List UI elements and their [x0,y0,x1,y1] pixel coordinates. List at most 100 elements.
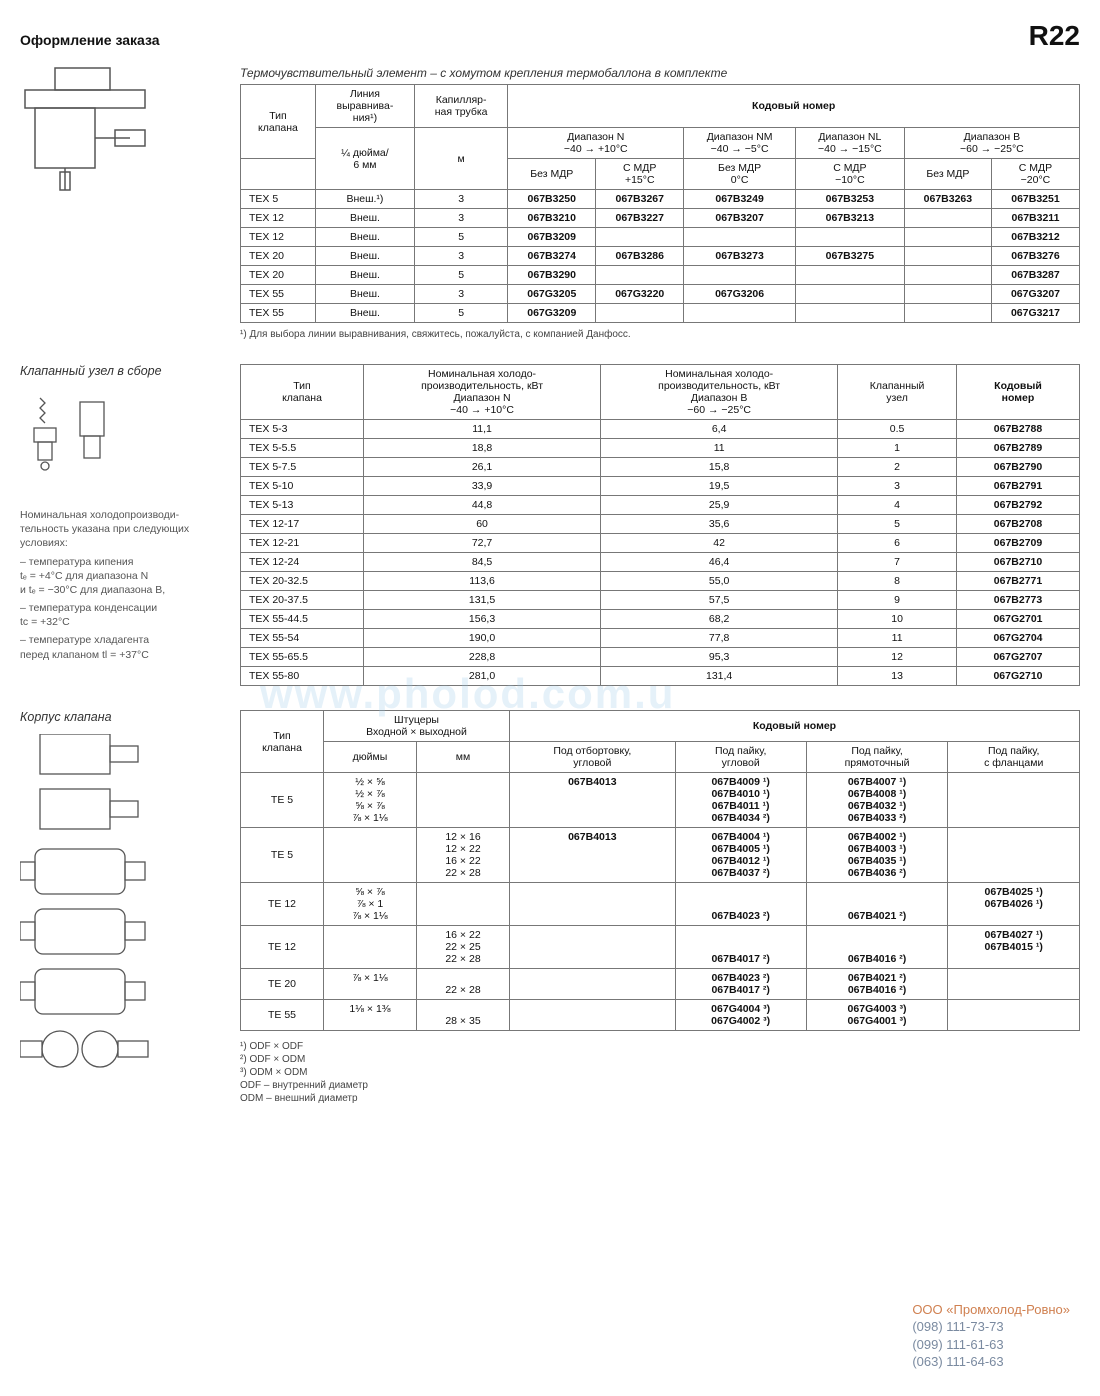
table-row: TEX 12-2484,546,47067B2710 [241,553,1080,572]
table-cell: 25,9 [601,496,838,515]
table-row: TEX 20Внеш.5067B3290067B3287 [241,266,1080,285]
fn-1: ¹) ODF × ODF [240,1041,1080,1052]
table-cell: 067B2791 [957,477,1080,496]
table-row: TEX 20-32.5113,655,08067B2771 [241,572,1080,591]
table-cell [596,304,684,323]
table-cell: 067B2790 [957,458,1080,477]
table-cell: TE 20 [241,969,324,1000]
table-cell: 067G4003 ³) 067G4001 ³) [806,1000,948,1031]
table-cell: 19,5 [601,477,838,496]
table-cell: 9 [838,591,957,610]
table-cell: TEX 5-5.5 [241,439,364,458]
table-cell: TEX 20-32.5 [241,572,364,591]
section-1: Термочувствительный элемент – с хомутом … [20,60,1080,340]
table-row: TE 512 × 16 12 × 22 16 × 22 22 × 28067B4… [241,828,1080,883]
table-cell: 18,8 [364,439,601,458]
table-cell: 067B4023 ²) [675,883,806,926]
table-row: TEX 5-1344,825,94067B2792 [241,496,1080,515]
table-cell: TE 12 [241,883,324,926]
table-cell: ½ × ⅝ ½ × ⅞ ⅝ × ⅞ ⅞ × 1⅛ [324,773,417,828]
table-cell: ⅝ × ⅞ ⅞ × 1 ⅞ × 1⅛ [324,883,417,926]
table-cell [904,304,991,323]
table-cell: 067G4004 ³) 067G4002 ³) [675,1000,806,1031]
table-row: TE 1216 × 22 22 × 25 22 × 28 067B4017 ²)… [241,926,1080,969]
table-cell: 8 [838,572,957,591]
t1-h-bez0: Без МДР 0°C [684,159,796,190]
contact-block: ООО «Промхолод-Ровно» (098) 111-73-73 (0… [912,1301,1070,1371]
t2-h-n: Номинальная холодо- производительность, … [364,365,601,420]
table-cell: 067B4007 ¹) 067B4008 ¹) 067B4032 ¹) 067B… [806,773,948,828]
table-cell: Внеш. [315,209,414,228]
section-2-content: Тип клапана Номинальная холодо- производ… [240,364,1080,686]
fn-3: ³) ODM × ODM [240,1067,1080,1078]
section-1-diagram-col [20,60,220,340]
t3-h-in: дюймы [324,742,417,773]
table-cell: 5 [414,266,507,285]
t3-h-fit: Штуцеры Входной × выходной [324,711,510,742]
table-cell: TEX 12 [241,228,316,247]
table-cell: 067B3249 [684,190,796,209]
t1-h-mdr10: С МДР −10°C [795,159,904,190]
table-cell [684,228,796,247]
table-cell: 156,3 [364,610,601,629]
t2-h-uzel: Клапанный узел [838,365,957,420]
table-cell: TEX 12-24 [241,553,364,572]
table-cell: 57,5 [601,591,838,610]
table-cell: 067B4002 ¹) 067B4003 ¹) 067B4035 ¹) 067B… [806,828,948,883]
table-cell: 067B2710 [957,553,1080,572]
t3-h-mm: мм [417,742,510,773]
table-row: TEX 55-80281,0131,413067G2710 [241,667,1080,686]
table-cell: 11,1 [364,420,601,439]
table-cell [510,1000,676,1031]
table-cell: ⅞ × 1⅛ [324,969,417,1000]
note-4: – температуре хладагента перед клапаном … [20,633,220,661]
table-cell: 067G3220 [596,285,684,304]
table-cell: 067G3209 [508,304,596,323]
table-cell: Внеш. [315,266,414,285]
t1-h-rn: Диапазон N −40 → +10°C [508,128,684,159]
fn-5: ODM – внешний диаметр [240,1093,1080,1104]
t1-h-rnm: Диапазон NM −40 → −5°C [684,128,796,159]
valve-body-icons [20,734,170,1074]
table-cell: 067G3205 [508,285,596,304]
table-cell: 067B2788 [957,420,1080,439]
table-cell [510,969,676,1000]
table-cell: 067B4013 [510,828,676,883]
table-cell: 84,5 [364,553,601,572]
table-cell [795,228,904,247]
table-cell: 067B3263 [904,190,991,209]
table-cell [510,883,676,926]
table-cell: 067B3276 [991,247,1079,266]
table-row: TEX 5-311,16,40.5067B2788 [241,420,1080,439]
table-cell: 067B2709 [957,534,1080,553]
table-cell: TEX 12-17 [241,515,364,534]
table-cell [948,969,1080,1000]
page-title: Оформление заказа [20,32,160,48]
table-cell: 3 [838,477,957,496]
table-cell [904,285,991,304]
table-cell: TE 55 [241,1000,324,1031]
table-cell: TEX 20-37.5 [241,591,364,610]
table-cell: TEX 5-3 [241,420,364,439]
table-cell: 0.5 [838,420,957,439]
table-cell: 067B4021 ²) [806,883,948,926]
table-cell: 7 [838,553,957,572]
section-1-footnote: ¹) Для выбора линии выравнивания, свяжит… [240,329,1080,340]
table-cell: 26,1 [364,458,601,477]
table-cell: 067B3251 [991,190,1079,209]
table-cell [904,247,991,266]
t3-h-code: Кодовый номер [510,711,1080,742]
t3-h-c1: Под отбортовку, угловой [510,742,676,773]
table-row: TEX 55Внеш.5067G3209067G3217 [241,304,1080,323]
table-row: TEX 55-65.5228,895,312067G2707 [241,648,1080,667]
table-cell: 5 [838,515,957,534]
table-cell: 067B3273 [684,247,796,266]
table-cell: 067B4016 ²) [806,926,948,969]
table-row: TEX 12Внеш.3067B3210067B3227067B3207067B… [241,209,1080,228]
section-2-title: Клапанный узел в сборе [20,364,220,378]
table-row: TEX 12-176035,65067B2708 [241,515,1080,534]
table-cell [904,228,991,247]
table-cell: 067B2708 [957,515,1080,534]
table-cell: 067B3287 [991,266,1079,285]
table-cell: 60 [364,515,601,534]
